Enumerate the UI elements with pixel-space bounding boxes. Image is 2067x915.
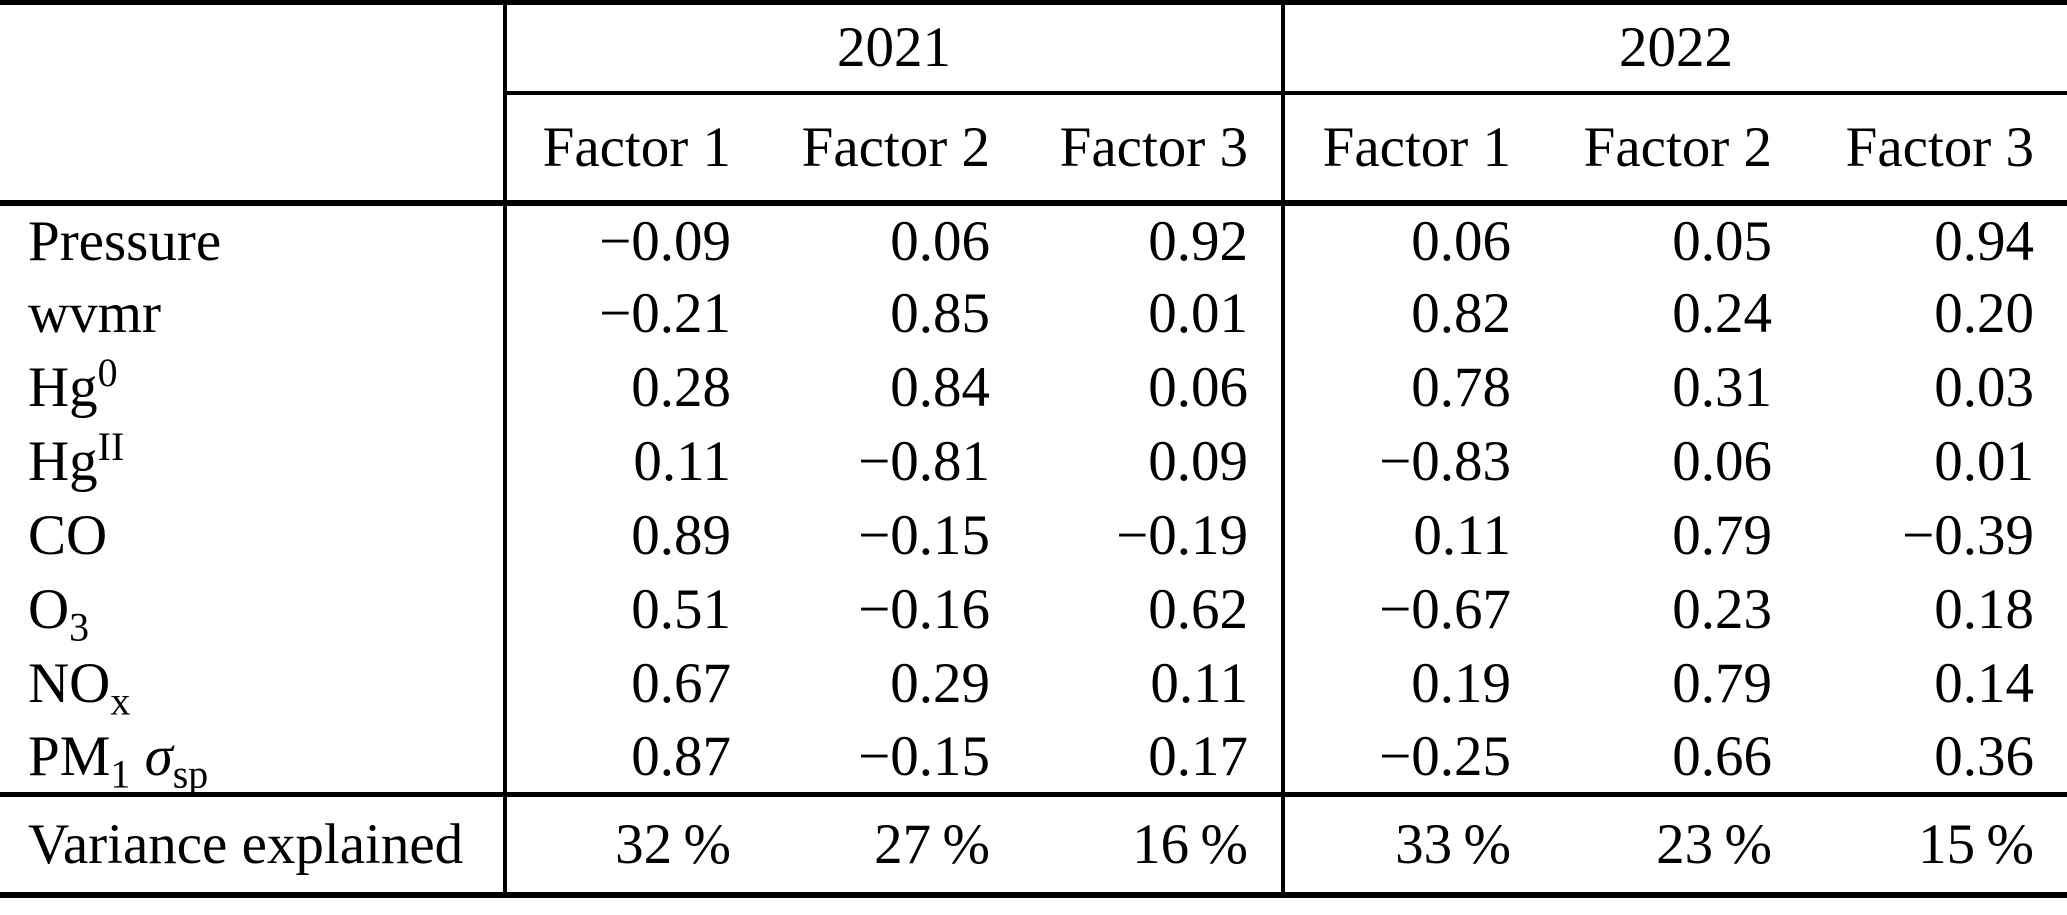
row-label: NOx xyxy=(28,652,131,724)
factor-header: Factor 2 xyxy=(764,92,1023,206)
variance-cell: 23 % xyxy=(1544,792,1806,898)
year-header-2021: 2021 xyxy=(502,0,1284,95)
value-cell: 0.79 xyxy=(1672,652,1773,715)
value-cell: 0.01 xyxy=(1148,282,1249,345)
value-cell: 0.84 xyxy=(890,356,990,419)
value-cell: 0.06 xyxy=(890,209,990,273)
value-cell: 0.29 xyxy=(890,652,990,715)
value-cell: 0.82 xyxy=(1281,276,1545,351)
factor-header: Factor 1 xyxy=(503,92,764,206)
variance-cell: 32 % xyxy=(503,792,764,898)
value-cell: 0.06 xyxy=(1672,430,1773,493)
variance-cell: 27 % xyxy=(764,792,1023,898)
value-cell: 0.79 xyxy=(1672,504,1773,567)
row-label: PM1 σsp xyxy=(28,724,209,797)
value-cell: 0.24 xyxy=(1672,282,1773,345)
value-cell: −0.15 xyxy=(858,504,990,567)
value-cell: −0.81 xyxy=(858,430,990,493)
value-cell: 0.87 xyxy=(503,720,764,795)
value-cell: 0.11 xyxy=(503,424,764,499)
value-cell: −0.15 xyxy=(858,724,990,788)
variance-cell: 33 % xyxy=(1281,792,1545,898)
value-cell: 0.18 xyxy=(1934,578,2035,641)
value-cell: 0.23 xyxy=(1672,578,1773,641)
row-label: O3 xyxy=(28,578,90,650)
row-label: Hg0 xyxy=(28,350,118,419)
row-label: HgII xyxy=(28,424,125,493)
value-cell: 0.11 xyxy=(1281,498,1545,573)
value-cell: −0.25 xyxy=(1281,720,1545,795)
value-cell: 0.92 xyxy=(1148,209,1249,273)
value-cell: −0.16 xyxy=(858,578,990,641)
value-cell: 0.06 xyxy=(1148,356,1249,419)
value-cell: 0.14 xyxy=(1934,652,2035,715)
corner-cell xyxy=(0,0,505,93)
table-row-pm1-sigma-sp: PM1 σsp 0.87 −0.15 0.17 −0.25 0.66 0.36 xyxy=(0,720,2067,797)
value-cell: 0.67 xyxy=(503,646,764,721)
year-header-row: 2021 2022 xyxy=(0,0,2067,95)
table-row-pressure: Pressure −0.09 0.06 0.92 0.06 0.05 0.94 xyxy=(0,202,2067,277)
value-cell: −0.09 xyxy=(503,202,764,277)
row-label: Variance explained xyxy=(0,792,505,898)
value-cell: −0.39 xyxy=(1902,504,2035,567)
table-row-co: CO 0.89 −0.15 −0.19 0.11 0.79 −0.39 xyxy=(0,498,2067,573)
factor-header: Factor 3 xyxy=(1805,92,2067,206)
variance-cell: 16 % xyxy=(1023,792,1284,898)
value-cell: 0.94 xyxy=(1934,209,2035,273)
value-cell: 0.28 xyxy=(503,350,764,425)
factor-header: Factor 3 xyxy=(1023,92,1284,206)
value-cell: 0.85 xyxy=(890,282,990,345)
value-cell: 0.03 xyxy=(1934,356,2035,419)
value-cell: 0.89 xyxy=(503,498,764,573)
factor-header-row: Factor 1 Factor 2 Factor 3 Factor 1 Fact… xyxy=(0,92,2067,206)
value-cell: −0.67 xyxy=(1281,572,1545,647)
year-header-2022: 2022 xyxy=(1281,0,2067,95)
value-cell: 0.06 xyxy=(1281,202,1545,277)
row-label: wvmr xyxy=(28,282,161,345)
row-label: CO xyxy=(28,504,108,567)
factor-header: Factor 1 xyxy=(1281,92,1545,206)
table-row-wvmr: wvmr −0.21 0.85 0.01 0.82 0.24 0.20 xyxy=(0,276,2067,351)
value-cell: 0.17 xyxy=(1148,724,1249,788)
value-cell: 0.66 xyxy=(1672,724,1773,788)
value-cell: 0.62 xyxy=(1148,578,1249,641)
value-cell: 0.78 xyxy=(1281,350,1545,425)
table-row-nox: NOx 0.67 0.29 0.11 0.19 0.79 0.14 xyxy=(0,646,2067,724)
value-cell: −0.83 xyxy=(1281,424,1545,499)
variance-cell: 15 % xyxy=(1805,792,2067,898)
row-label: Pressure xyxy=(28,209,222,273)
factor-header: Factor 2 xyxy=(1544,92,1806,206)
table-row-o3: O3 0.51 −0.16 0.62 −0.67 0.23 0.18 xyxy=(0,572,2067,650)
value-cell: 0.09 xyxy=(1148,430,1249,493)
value-cell: 0.01 xyxy=(1934,430,2035,493)
value-cell: 0.51 xyxy=(503,572,764,647)
value-cell: −0.21 xyxy=(503,276,764,351)
value-cell: 0.36 xyxy=(1934,724,2035,788)
table-row-hgII: HgII 0.11 −0.81 0.09 −0.83 0.06 0.01 xyxy=(0,424,2067,499)
corner-cell xyxy=(0,92,505,206)
value-cell: −0.19 xyxy=(1116,504,1249,567)
variance-explained-row: Variance explained 32 % 27 % 16 % 33 % 2… xyxy=(0,792,2067,898)
value-cell: 0.05 xyxy=(1672,209,1773,273)
value-cell: 0.20 xyxy=(1934,282,2035,345)
value-cell: 0.11 xyxy=(1150,652,1249,715)
table-row-hg0: Hg0 0.28 0.84 0.06 0.78 0.31 0.03 xyxy=(0,350,2067,425)
value-cell: 0.31 xyxy=(1672,356,1773,419)
value-cell: 0.19 xyxy=(1281,646,1545,721)
